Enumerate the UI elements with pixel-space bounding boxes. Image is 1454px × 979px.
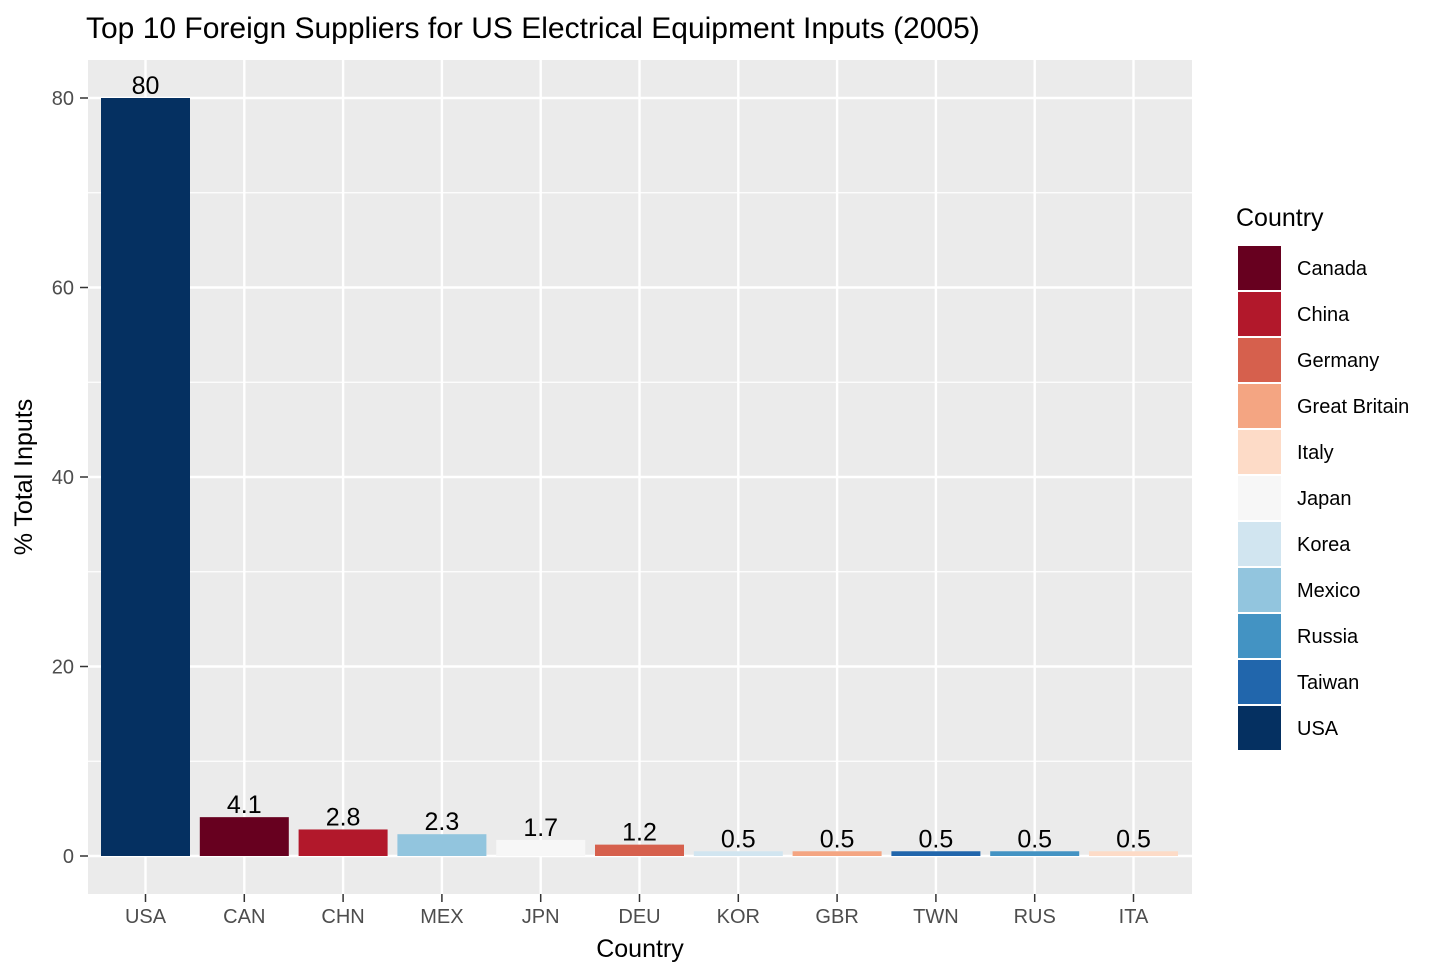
legend-swatch-canada [1238, 246, 1281, 290]
legend-label-russia: Russia [1297, 626, 1359, 648]
y-axis-title: % Total Inputs [10, 399, 38, 556]
x-tick-label-ita: ITA [1119, 906, 1149, 928]
x-axis-title: Country [596, 935, 684, 963]
x-axis: USA CAN CHN MEX JPN DEU KOR GBR TWN RUS ITA [125, 894, 1149, 928]
bar-can [199, 817, 289, 856]
value-label-chn: 2.8 [326, 803, 361, 831]
x-tick-label-can: CAN [223, 906, 265, 928]
bar-deu [595, 844, 684, 856]
value-label-rus: 0.5 [1017, 825, 1052, 853]
value-label-gbr: 0.5 [820, 825, 855, 853]
value-label-twn: 0.5 [919, 825, 954, 853]
bar-jpn [496, 839, 586, 856]
chart-title: Top 10 Foreign Suppliers for US Electric… [86, 12, 980, 45]
bar-rus [990, 851, 1080, 856]
y-tick-label: 0 [63, 846, 74, 868]
value-label-kor: 0.5 [721, 825, 756, 853]
x-tick-label-twn: TWN [913, 906, 959, 928]
value-label-mex: 2.3 [425, 808, 460, 836]
legend-swatch-russia [1238, 614, 1281, 658]
legend: Country Canada China Germany Great Britain I… [1236, 204, 1409, 750]
bar-ita [1089, 851, 1178, 856]
legend-swatch-great-britain [1238, 384, 1281, 428]
legend-label-japan: Japan [1297, 488, 1352, 510]
legend-swatch-taiwan [1238, 660, 1281, 704]
x-tick-label-usa: USA [125, 906, 167, 928]
value-label-ita: 0.5 [1116, 825, 1151, 853]
value-label-jpn: 1.7 [523, 814, 558, 842]
legend-swatch-korea [1238, 522, 1281, 566]
legend-swatch-italy [1238, 430, 1281, 474]
legend-label-italy: Italy [1297, 442, 1334, 464]
y-tick-label: 60 [52, 278, 74, 300]
legend-label-germany: Germany [1297, 350, 1379, 372]
legend-swatch-usa [1238, 706, 1281, 750]
x-tick-label-gbr: GBR [815, 906, 858, 928]
value-label-deu: 1.2 [622, 819, 657, 847]
x-tick-label-jpn: JPN [522, 906, 560, 928]
x-tick-label-mex: MEX [420, 906, 463, 928]
x-tick-label-rus: RUS [1014, 906, 1056, 928]
legend-label-korea: Korea [1297, 534, 1351, 556]
bars [101, 98, 1178, 856]
x-tick-label-chn: CHN [321, 906, 364, 928]
x-tick-label-kor: KOR [717, 906, 760, 928]
value-label-usa: 80 [132, 72, 160, 100]
y-tick-label: 80 [52, 88, 74, 110]
legend-label-china: China [1297, 304, 1350, 326]
x-tick-label-deu: DEU [618, 906, 660, 928]
legend-label-great-britain: Great Britain [1297, 396, 1409, 418]
bar-gbr [792, 851, 882, 856]
value-label-can: 4.1 [227, 791, 262, 819]
y-tick-label: 40 [52, 467, 74, 489]
bar-kor [693, 851, 783, 856]
legend-label-mexico: Mexico [1297, 580, 1360, 602]
legend-swatch-china [1238, 292, 1281, 336]
legend-title: Country [1236, 204, 1324, 232]
legend-label-usa: USA [1297, 718, 1339, 740]
bar-twn [891, 851, 981, 856]
y-tick-label: 20 [52, 657, 74, 679]
value-labels: 80 4.1 2.8 2.3 1.7 1.2 0.5 0.5 0.5 0.5 0.5 [132, 72, 1151, 853]
legend-swatch-japan [1238, 476, 1281, 520]
bar-mex [397, 834, 487, 856]
legend-label-taiwan: Taiwan [1297, 672, 1359, 694]
y-axis: 0 20 40 60 80 [52, 88, 88, 868]
bar-chn [298, 829, 388, 856]
legend-swatch-germany [1238, 338, 1281, 382]
legend-label-canada: Canada [1297, 258, 1368, 280]
bar-usa [101, 98, 190, 856]
legend-swatch-mexico [1238, 568, 1281, 612]
